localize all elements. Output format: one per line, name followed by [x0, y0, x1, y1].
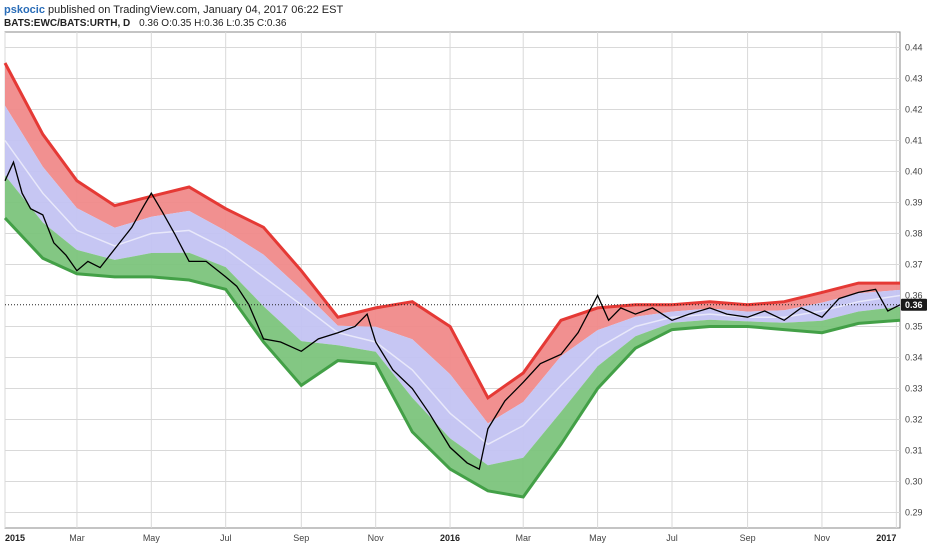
y-tick-label: 0.37 [905, 260, 923, 270]
chart-header: pskocic published on TradingView.com, Ja… [4, 2, 904, 32]
axes: 0.29 0.30 0.31 0.32 0.33 0.34 0.35 0.36 0.37 0.38… [5, 43, 927, 543]
x-tick-label: Jul [220, 533, 232, 543]
y-tick-label: 0.30 [905, 477, 923, 487]
x-tick-label: May [589, 533, 607, 543]
y-tick-label: 0.35 [905, 322, 923, 332]
x-tick-label: May [143, 533, 161, 543]
x-tick-label: Sep [293, 533, 309, 543]
x-tick-label: Jul [666, 533, 678, 543]
x-tick-label: Sep [740, 533, 756, 543]
x-tick-label: 2015 [5, 533, 25, 543]
y-tick-label: 0.34 [905, 353, 923, 363]
upper-band-fill [5, 63, 900, 424]
author-link[interactable]: pskocic [4, 4, 45, 16]
upper-band-line [3, 62, 900, 401]
symbol-label: BATS:EWC/BATS:URTH, D [4, 18, 131, 29]
bands [5, 63, 900, 497]
y-tick-label: 0.43 [905, 74, 923, 84]
x-tick-label: 2016 [440, 533, 460, 543]
symbol-info: BATS:EWC/BATS:URTH, D 0.36 O:0.35 H:0.36… [4, 18, 286, 29]
y-tick-label: 0.39 [905, 198, 923, 208]
published-text: published on TradingView.com, January 04… [48, 4, 344, 16]
y-tick-label: 0.41 [905, 136, 923, 146]
last-price-tag [901, 298, 927, 311]
publish-info: pskocic published on TradingView.com, Ja… [4, 4, 343, 16]
last-price-label: 0.36 [905, 300, 923, 310]
series-lines [3, 62, 901, 499]
y-tick-label: 0.36 [905, 291, 923, 301]
lower-band-line [3, 216, 901, 499]
price-line [4, 160, 901, 471]
x-tick-label: Nov [814, 533, 831, 543]
x-tick-label: 2017 [876, 533, 896, 543]
x-tick-label: Mar [69, 533, 85, 543]
x-tick-label: Mar [515, 533, 531, 543]
y-tick-label: 0.31 [905, 446, 923, 456]
y-tick-label: 0.29 [905, 508, 923, 518]
y-tick-label: 0.42 [905, 105, 923, 115]
ohlc-readout: 0.36 O:0.35 H:0.36 L:0.35 C:0.36 [139, 18, 287, 29]
middle-band-fill [5, 105, 900, 466]
y-tick-label: 0.33 [905, 384, 923, 394]
y-tick-label: 0.32 [905, 415, 923, 425]
y-tick-label: 0.40 [905, 167, 923, 177]
y-tick-label: 0.44 [905, 43, 923, 53]
x-tick-label: Nov [368, 533, 385, 543]
y-tick-label: 0.38 [905, 229, 923, 239]
